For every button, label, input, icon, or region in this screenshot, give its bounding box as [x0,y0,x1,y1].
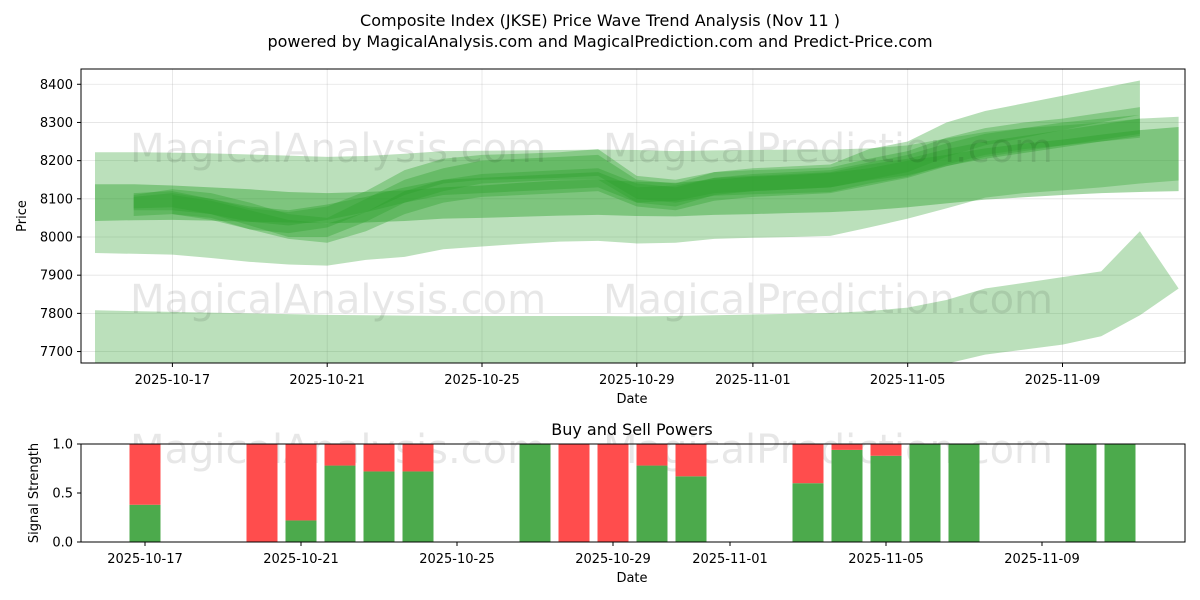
watermark-prediction-top: MagicalPrediction.com [603,126,1053,172]
watermark-prediction-bottom: MagicalPrediction.com [603,427,1053,473]
price-wave-band-middle [95,127,1179,224]
sell-power-bar [597,444,629,542]
price-y-tick-label: 8400 [40,78,73,93]
buy-power-bar [831,449,863,542]
price-y-axis-label: Price [15,200,30,232]
sell-power-bar [363,444,395,472]
signal-chart-title: Buy and Sell Powers [551,420,713,439]
signal-x-axis: 2025-10-17 2025-10-21 2025-10-25 2025-10-29… [107,542,1080,567]
sell-power-bar [870,444,902,456]
price-x-axis: 2025-10-17 2025-10-21 2025-10-25 2025-10-29… [135,363,1101,388]
sell-power-bar [129,444,161,505]
price-y-tick-label: 8300 [40,116,73,131]
price-wave-wave-4 [133,118,1140,226]
signal-x-tick-label: 2025-11-09 [1004,552,1080,567]
buy-power-bar [636,465,668,542]
price-plot-background [81,69,1185,363]
price-y-tick-label: 8000 [40,231,73,246]
price-plot-frame [80,68,1186,364]
price-y-tick-label: 7900 [40,269,73,284]
watermark-analysis-mid: MagicalAnalysis.com [130,277,546,323]
price-x-tick-label: 2025-10-17 [135,373,211,388]
price-panel: MagicalAnalysis.com MagicalPrediction.co… [15,68,1186,407]
price-wave-bands [95,80,1179,363]
buy-power-bar [129,504,161,542]
price-wave-band-upper-wide [95,116,1179,266]
price-y-tick-label: 7700 [40,345,73,360]
price-x-tick-label: 2025-11-01 [715,373,791,388]
signal-y-axis: 0.0 0.5 1.0 [52,438,81,551]
sell-power-bar [246,444,278,542]
signal-y-tick-label: 0.0 [52,536,73,551]
price-y-tick-label: 7800 [40,307,73,322]
signal-x-tick-label: 2025-10-25 [419,552,495,567]
price-wave-band-low-wide [95,231,1179,363]
price-wave-wave-2 [133,107,1140,234]
sell-power-bar [558,444,590,542]
signal-panel: Buy and Sell Powers MagicalAnalysis.com … [27,420,1186,586]
price-wave-wave-3 [172,114,1140,243]
signal-bars [129,444,1136,542]
price-x-tick-label: 2025-10-25 [444,373,520,388]
price-x-axis-label: Date [616,392,647,407]
signal-x-tick-label: 2025-11-01 [692,552,768,567]
buy-power-bar [519,444,551,542]
chart-subtitle: powered by MagicalAnalysis.com and Magic… [267,32,932,51]
buy-power-bar [1104,444,1136,542]
signal-y-axis-label: Signal Strength [27,443,42,543]
watermark-analysis-top: MagicalAnalysis.com [130,126,546,172]
buy-power-bar [909,444,941,542]
chart-title: Composite Index (JKSE) Price Wave Trend … [360,11,840,30]
signal-x-tick-label: 2025-10-29 [575,552,651,567]
buy-power-bar [792,483,824,542]
buy-power-bar [363,471,395,542]
signal-x-tick-label: 2025-10-21 [263,552,339,567]
buy-power-bar [402,471,434,542]
signal-x-tick-label: 2025-11-05 [848,552,924,567]
price-x-tick-label: 2025-10-29 [599,373,675,388]
sell-power-bar [675,444,707,477]
price-y-tick-label: 8200 [40,154,73,169]
price-x-tick-label: 2025-11-05 [870,373,946,388]
signal-x-axis-label: Date [616,571,647,586]
buy-power-bar [948,444,980,542]
signal-x-tick-label: 2025-10-17 [107,552,183,567]
sell-power-bar [636,444,668,466]
sell-power-bar [324,444,356,466]
buy-power-bar [675,476,707,542]
watermark-prediction-mid: MagicalPrediction.com [603,277,1053,323]
buy-power-bar [1065,444,1097,542]
price-y-tick-label: 8100 [40,192,73,207]
buy-power-bar [285,520,317,542]
sell-power-bar [402,444,434,472]
signal-y-tick-label: 0.5 [52,487,73,502]
price-wave-wave-1 [133,80,1140,237]
buy-power-bar [324,465,356,542]
sell-power-bar [285,444,317,521]
price-grid [81,69,1185,363]
sell-power-bar [831,444,863,450]
price-x-tick-label: 2025-10-21 [289,373,365,388]
sell-power-bar [792,444,824,484]
price-x-tick-label: 2025-11-09 [1025,373,1101,388]
buy-power-bar [870,455,902,542]
signal-y-tick-label: 1.0 [52,438,73,453]
price-y-axis: 7700 7800 7900 8000 8100 8200 8300 8400 [40,78,81,360]
